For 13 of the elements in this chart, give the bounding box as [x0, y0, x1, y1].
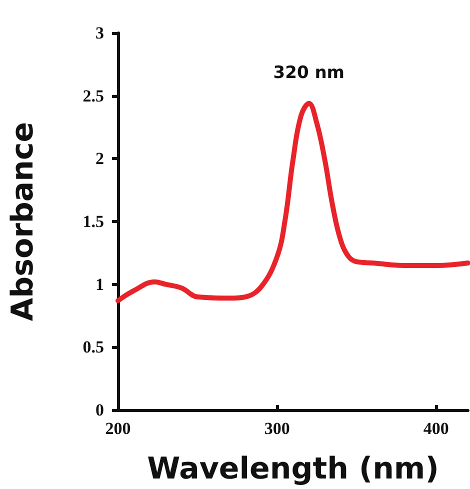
y-tick-label: 1.5: [82, 212, 104, 231]
x-tick-label: 200: [105, 419, 131, 438]
x-axis-title: Wavelength (nm): [147, 452, 439, 486]
x-tick-label: 400: [423, 419, 449, 438]
y-axis-title: Absorbance: [6, 122, 40, 322]
y-tick-label: 2.5: [82, 86, 104, 106]
x-tick-label: 300: [264, 419, 290, 438]
y-tick-label: 3: [96, 24, 104, 42]
y-tick-label: 1: [96, 274, 104, 294]
y-tick-label: 0: [96, 400, 104, 420]
annotation: 320 nm: [273, 62, 345, 83]
y-tick-label: 2: [96, 149, 104, 168]
y-tick-label: 0.5: [82, 338, 104, 357]
